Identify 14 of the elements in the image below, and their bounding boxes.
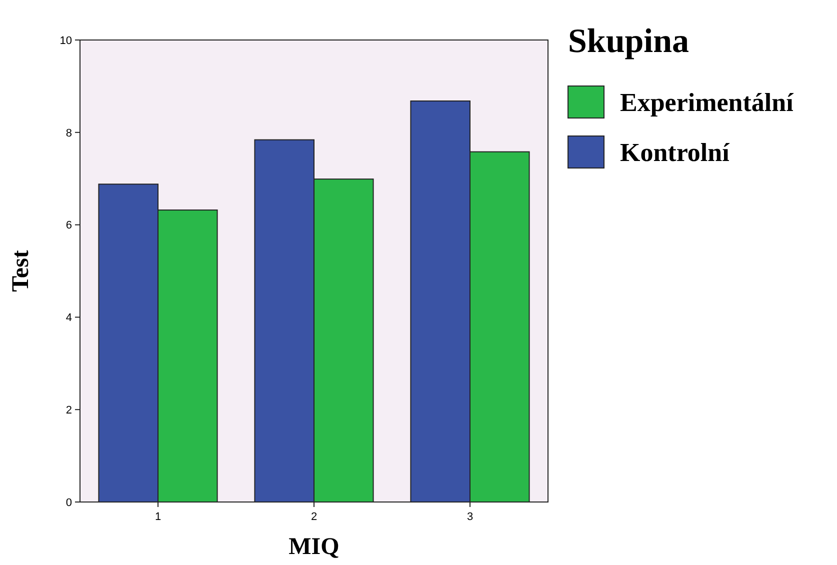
legend-label: Kontrolní xyxy=(620,138,730,167)
y-tick-label: 8 xyxy=(66,127,72,140)
legend-label: Experimentální xyxy=(620,88,794,117)
y-tick-label: 4 xyxy=(66,312,72,324)
x-tick-label: 1 xyxy=(154,511,162,523)
x-tick-label: 3 xyxy=(466,511,474,523)
x-axis-title: MIQ xyxy=(288,534,340,560)
y-axis-title: Test xyxy=(8,250,34,292)
x-tick-label: 2 xyxy=(310,511,318,523)
y-tick-label: 0 xyxy=(66,496,72,509)
y-tick-label: 6 xyxy=(66,220,72,232)
y-tick-label: 2 xyxy=(66,404,72,416)
legend-title: Skupina xyxy=(568,23,689,60)
y-tick-label: 10 xyxy=(60,34,72,47)
